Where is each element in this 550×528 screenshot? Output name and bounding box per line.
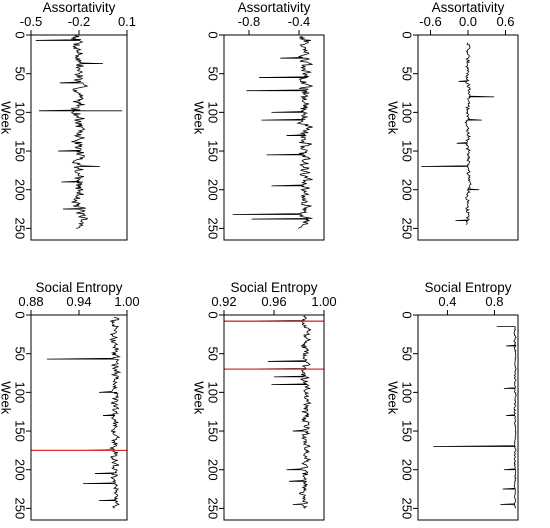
y-tick-label: 0 xyxy=(400,31,415,38)
y-tick-label: 150 xyxy=(206,420,221,442)
series-trace xyxy=(230,315,312,509)
y-tick-label: 0 xyxy=(400,311,415,318)
y-tick-label: 100 xyxy=(206,382,221,404)
plot-frame xyxy=(417,314,519,521)
y-tick-label: 200 xyxy=(206,179,221,201)
series-trace xyxy=(232,36,314,229)
y-tick-label: 250 xyxy=(400,218,415,240)
y-tick-label: 200 xyxy=(13,179,28,201)
y-tick-label: 150 xyxy=(13,140,28,162)
x-tick-label: 1.00 xyxy=(311,294,336,309)
x-tick-label: 0.88 xyxy=(18,294,43,309)
x-tick-label: 0.94 xyxy=(66,294,91,309)
panel-title: Assortativity xyxy=(432,0,505,15)
y-tick-label: 250 xyxy=(400,498,415,520)
y-tick-label: 50 xyxy=(206,66,221,80)
x-tick-label: -0.2 xyxy=(68,14,90,29)
series-trace xyxy=(421,42,495,225)
y-tick-label: 100 xyxy=(206,102,221,124)
y-tick-label: 50 xyxy=(13,346,28,360)
y-tick-label: 150 xyxy=(400,140,415,162)
x-tick-label: 1.00 xyxy=(114,294,139,309)
x-tick-label: -0.4 xyxy=(288,14,310,29)
panel-title: Social Entropy xyxy=(424,280,511,295)
series-trace xyxy=(46,316,122,509)
series-trace xyxy=(35,35,123,229)
panel-title: Social Entropy xyxy=(230,280,317,295)
panel-title: Assortativity xyxy=(238,0,311,15)
y-tick-label: 250 xyxy=(206,498,221,520)
y-axis-label: Week xyxy=(386,381,401,414)
x-tick-label: 0.96 xyxy=(261,294,286,309)
y-axis-label: Week xyxy=(192,381,207,414)
y-tick-label: 150 xyxy=(400,420,415,442)
y-tick-label: 200 xyxy=(206,459,221,481)
x-tick-label: 0.4 xyxy=(438,294,456,309)
panel-title: Assortativity xyxy=(43,0,116,15)
y-tick-label: 250 xyxy=(13,218,28,240)
x-tick-label: 0.92 xyxy=(211,294,236,309)
x-tick-label: -0.6 xyxy=(419,14,441,29)
y-tick-label: 0 xyxy=(13,311,28,318)
x-tick-label: 0.6 xyxy=(496,14,514,29)
y-axis-label: Week xyxy=(386,101,401,134)
plot-frame xyxy=(223,314,325,521)
y-tick-label: 200 xyxy=(13,459,28,481)
y-axis-label: Week xyxy=(0,381,14,414)
y-tick-label: 250 xyxy=(13,498,28,520)
series-trace xyxy=(433,326,517,509)
y-tick-label: 150 xyxy=(206,140,221,162)
y-tick-label: 150 xyxy=(13,420,28,442)
x-tick-label: 0.1 xyxy=(118,14,136,29)
x-tick-label: -0.8 xyxy=(238,14,260,29)
y-tick-label: 200 xyxy=(400,179,415,201)
x-tick-label: 0.0 xyxy=(459,14,477,29)
y-tick-label: 0 xyxy=(13,31,28,38)
y-tick-label: 0 xyxy=(206,311,221,318)
y-tick-label: 100 xyxy=(13,382,28,404)
y-tick-label: 50 xyxy=(400,346,415,360)
y-tick-label: 100 xyxy=(400,382,415,404)
y-tick-label: 50 xyxy=(400,66,415,80)
y-axis-label: Week xyxy=(192,101,207,134)
y-tick-label: 100 xyxy=(400,102,415,124)
y-tick-label: 200 xyxy=(400,459,415,481)
panel-title: Social Entropy xyxy=(35,280,122,295)
y-tick-label: 100 xyxy=(13,102,28,124)
y-tick-label: 250 xyxy=(206,218,221,240)
y-tick-label: 0 xyxy=(206,31,221,38)
y-tick-label: 50 xyxy=(13,66,28,80)
y-axis-label: Week xyxy=(0,101,14,134)
y-tick-label: 50 xyxy=(206,346,221,360)
plot-frame xyxy=(223,34,325,241)
x-tick-label: 0.8 xyxy=(485,294,503,309)
x-tick-label: -0.5 xyxy=(20,14,42,29)
